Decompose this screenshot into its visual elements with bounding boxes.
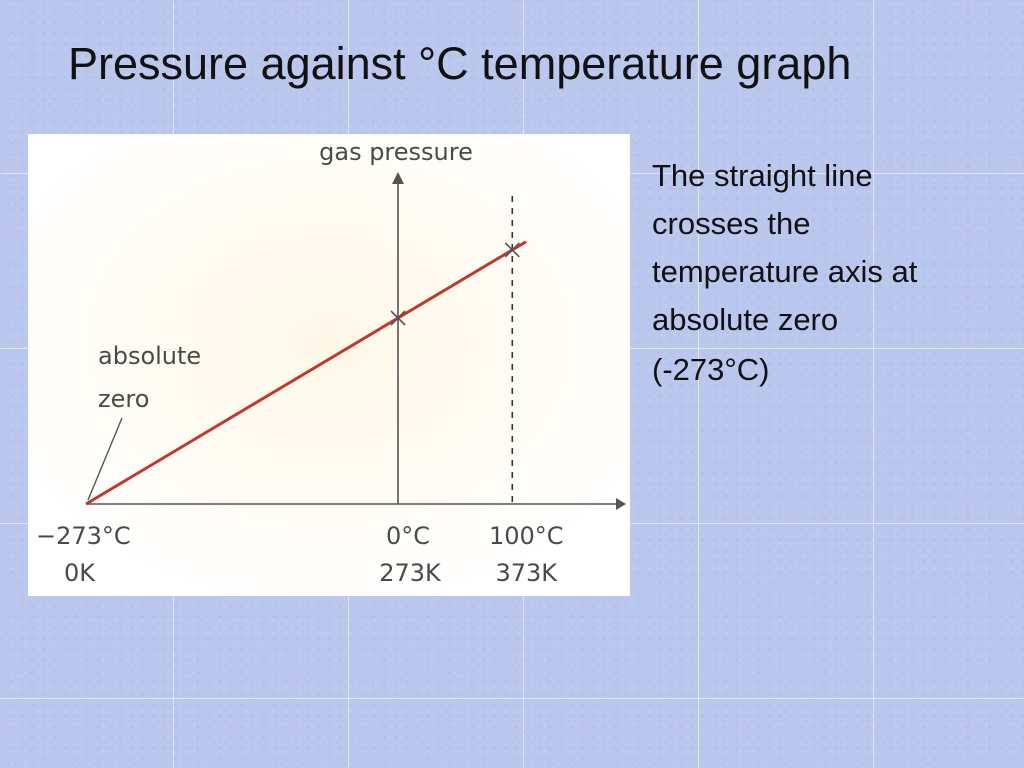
data-point-0c: [390, 310, 406, 326]
data-point-100c: [504, 242, 520, 258]
tick-label-kelvin-373: 373K: [496, 559, 559, 587]
y-axis-arrow: [392, 172, 404, 184]
y-axis-label: gas pressure: [319, 138, 473, 166]
slide-title: Pressure against °C temperature graph: [68, 38, 852, 89]
chart-panel: gas pressure absolute zero −273°C 0K 0°C…: [28, 134, 630, 596]
annotation-absolute: absolute: [98, 342, 201, 370]
caption: The straight line crosses the temperatur…: [652, 152, 992, 394]
annotation-pointer: [87, 417, 123, 501]
tick-label-kelvin-273: 273K: [379, 559, 442, 587]
caption-value: (-273°C): [652, 352, 770, 387]
tick-label-celsius-100: 100°C: [489, 522, 564, 550]
caption-text: The straight line crosses the temperatur…: [652, 158, 918, 337]
tick-label-celsius-0: 0°C: [386, 522, 430, 550]
chart-background: [28, 134, 630, 596]
series-line: [85, 240, 527, 506]
tick-label-kelvin-0: 0K: [64, 559, 96, 587]
annotation-zero: zero: [98, 385, 149, 413]
x-axis-arrow: [616, 498, 626, 510]
pressure-temperature-chart: gas pressure absolute zero −273°C 0K 0°C…: [28, 134, 630, 596]
tick-label-celsius-minus273: −273°C: [36, 522, 131, 550]
